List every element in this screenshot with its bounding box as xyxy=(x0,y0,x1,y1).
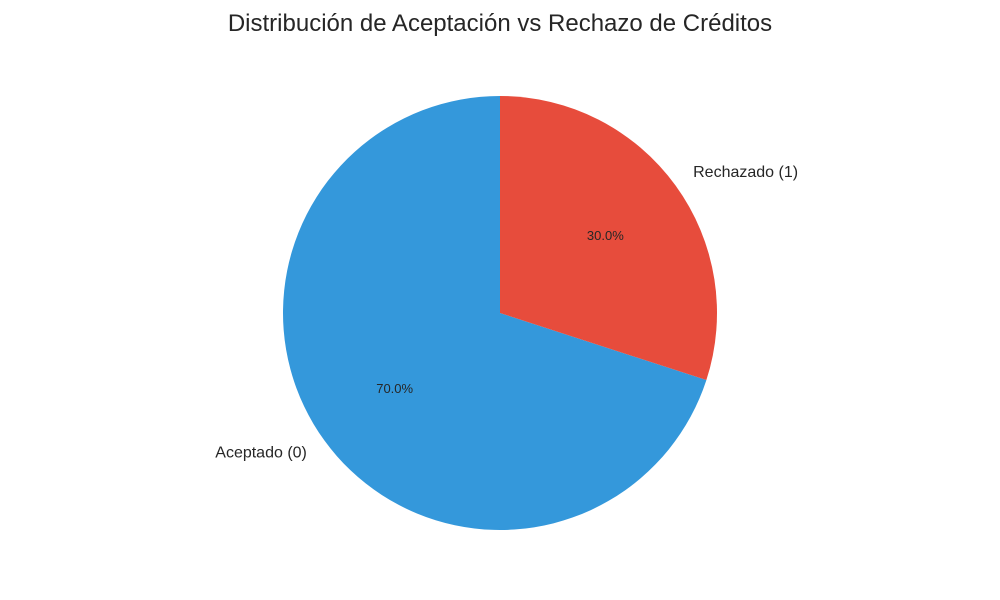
slice-category-label-0: Aceptado (0) xyxy=(215,445,307,462)
pie-slice-1 xyxy=(500,96,718,381)
pie-labels: Aceptado (0) 70.0% Rechazado (1) 30.0% xyxy=(215,164,798,462)
pie-slice-0 xyxy=(283,96,707,530)
pie-slices xyxy=(283,96,718,530)
slice-category-label-1: Rechazado (1) xyxy=(693,164,798,181)
chart-title: Distribución de Aceptación vs Rechazo de… xyxy=(227,10,773,37)
slice-percent-label-0: 70.0% xyxy=(376,381,413,396)
slice-percent-label-1: 30.0% xyxy=(587,228,624,243)
